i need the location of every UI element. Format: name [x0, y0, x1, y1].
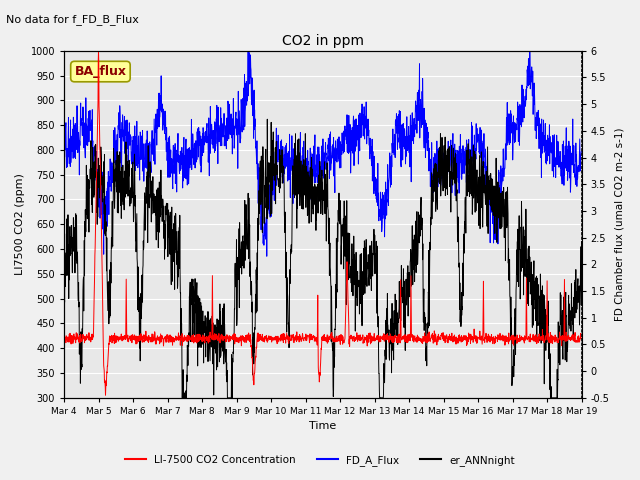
Text: No data for f_FD_B_Flux: No data for f_FD_B_Flux: [6, 14, 140, 25]
Legend: LI-7500 CO2 Concentration, FD_A_Flux, er_ANNnight: LI-7500 CO2 Concentration, FD_A_Flux, er…: [121, 451, 519, 470]
Y-axis label: LI7500 CO2 (ppm): LI7500 CO2 (ppm): [15, 173, 25, 275]
Title: CO2 in ppm: CO2 in ppm: [282, 34, 364, 48]
Y-axis label: FD Chamber flux (umal CO2 m-2 s-1): FD Chamber flux (umal CO2 m-2 s-1): [615, 128, 625, 321]
Text: BA_flux: BA_flux: [74, 65, 127, 78]
X-axis label: Time: Time: [309, 421, 337, 432]
